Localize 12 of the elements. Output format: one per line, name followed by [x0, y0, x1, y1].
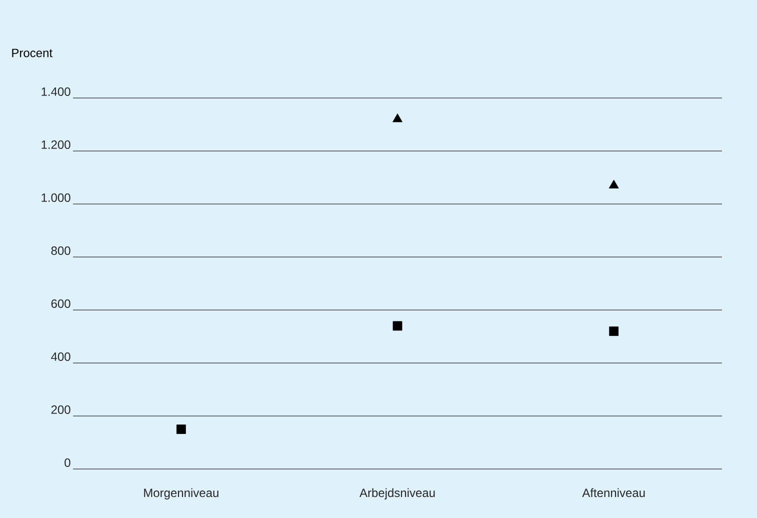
- y-tick-label: 800: [51, 246, 70, 255]
- y-tick-label: 0: [64, 458, 70, 467]
- x-tick-label: Arbejdsniveau: [360, 488, 435, 500]
- x-tick-label: Aftenniveau: [582, 488, 645, 498]
- x-tick-label: Morgenniveau: [144, 488, 218, 500]
- y-tick-label: 400: [51, 352, 70, 361]
- y-axis-title: Procent: [12, 48, 52, 58]
- y-tick-label: 1.400: [42, 87, 70, 96]
- y-tick-label: 200: [51, 405, 70, 414]
- y-tick-label: 600: [51, 299, 70, 308]
- y-tick-label: 1.000: [42, 193, 70, 202]
- y-tick-label: 1.200: [42, 140, 70, 149]
